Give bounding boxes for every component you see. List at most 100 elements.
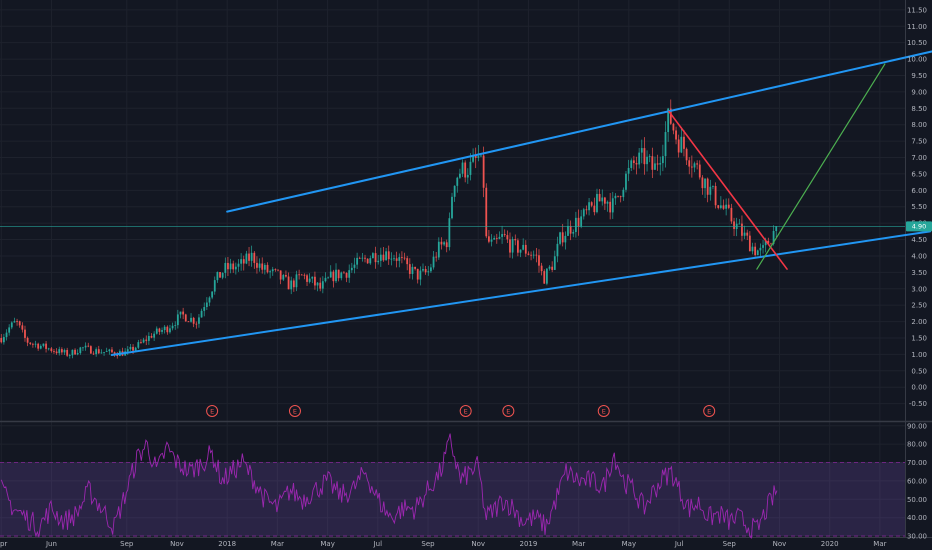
candle-body [55,351,58,354]
candle-body [627,167,630,174]
candle [63,348,66,355]
candle [37,342,40,351]
candle [198,313,200,328]
candle-body [361,257,364,259]
candle [617,195,619,198]
target-projection-trendline[interactable] [756,63,886,270]
last-price-badge[interactable] [906,221,932,232]
candle-body [195,323,198,325]
candle-body [738,223,741,225]
candle-body [232,263,235,270]
time-tick-label: May [320,540,334,548]
candle [200,308,203,318]
time-axis[interactable]: Apr Jun Sep Nov 2018 Mar May Jul Sep Nov 2019 Mar Ma… [0,540,887,548]
candle-body [424,268,427,273]
candle [42,343,45,348]
candle-body [24,329,26,338]
price-axis[interactable]: 11.50 11.00 10.50 10.00 9.50 9.00 8.50 8.00 7.50… [906,6,932,408]
candle-body [677,139,680,153]
time-tick-label: Sep [421,540,435,548]
candle [250,245,253,267]
candle [775,226,778,237]
candle [474,147,477,169]
candle [256,256,258,274]
price-tick-label: 7.00 [911,154,927,162]
candle [321,276,324,294]
candle-body [574,217,577,232]
candle-body [551,266,554,270]
earnings-marker[interactable]: E [703,405,716,417]
candle [385,248,387,261]
candle [306,273,308,287]
candle [588,198,590,216]
candle-body [366,258,369,264]
candle-body [116,354,119,357]
candle-body [285,275,287,277]
earnings-marker[interactable]: E [206,405,219,417]
candle-body [340,272,343,279]
earnings-marker[interactable]: E [502,405,515,417]
candle [683,130,685,157]
candle-body [461,162,464,174]
candle [414,266,416,271]
candle-body [74,349,76,355]
candle-body [482,155,485,188]
candle [390,252,393,266]
candle-body [596,193,598,213]
candle [26,336,29,347]
candle [596,188,598,214]
candle [627,159,630,182]
downtrend-trendline[interactable] [668,110,788,270]
rsi-pane[interactable] [0,433,905,539]
candle [340,271,343,281]
candle [190,313,192,323]
time-tick-label: Apr [0,540,7,548]
earnings-label: E [293,408,297,416]
upper-channel-trendline[interactable] [226,41,932,213]
candle [464,160,467,183]
earnings-marker[interactable]: E [288,405,301,417]
candle-body [664,132,667,157]
candle [232,260,235,273]
candle-body [142,339,145,343]
candle [519,249,522,258]
candle [748,231,751,252]
candle [224,257,227,279]
time-tick-label: May [622,540,636,548]
candle [572,229,575,238]
earnings-marker[interactable]: E [459,405,472,417]
rsi-line[interactable] [0,433,778,539]
rsi-axis[interactable]: 90.00 80.00 70.00 60.00 50.00 40.00 30.00 [907,422,927,540]
candle-body [155,328,158,334]
earnings-marker[interactable]: E [597,405,610,417]
candle-body [100,352,103,354]
candle-body [693,163,696,168]
candle [580,209,583,229]
candle-body [169,328,171,333]
candle [693,161,696,173]
candle-body [422,268,424,271]
candle [551,261,554,273]
price-tick-label: 10.50 [907,39,927,47]
candle [97,345,100,355]
candle-body [690,166,693,168]
candle [719,196,722,210]
candle-body [166,326,169,333]
candle [34,340,37,348]
candle [10,321,13,330]
candle-body [635,163,638,165]
candle-body [42,343,45,346]
candle-body [329,271,332,278]
candle-body [435,256,438,258]
price-tick-label: 11.00 [907,23,927,31]
candle [432,250,435,270]
candle-body [459,173,461,178]
earnings-circle [703,405,716,417]
lower-channel-trendline[interactable] [110,230,932,357]
candle [503,229,506,237]
candle [290,276,293,295]
candle [68,353,71,359]
candle-body [95,349,98,355]
